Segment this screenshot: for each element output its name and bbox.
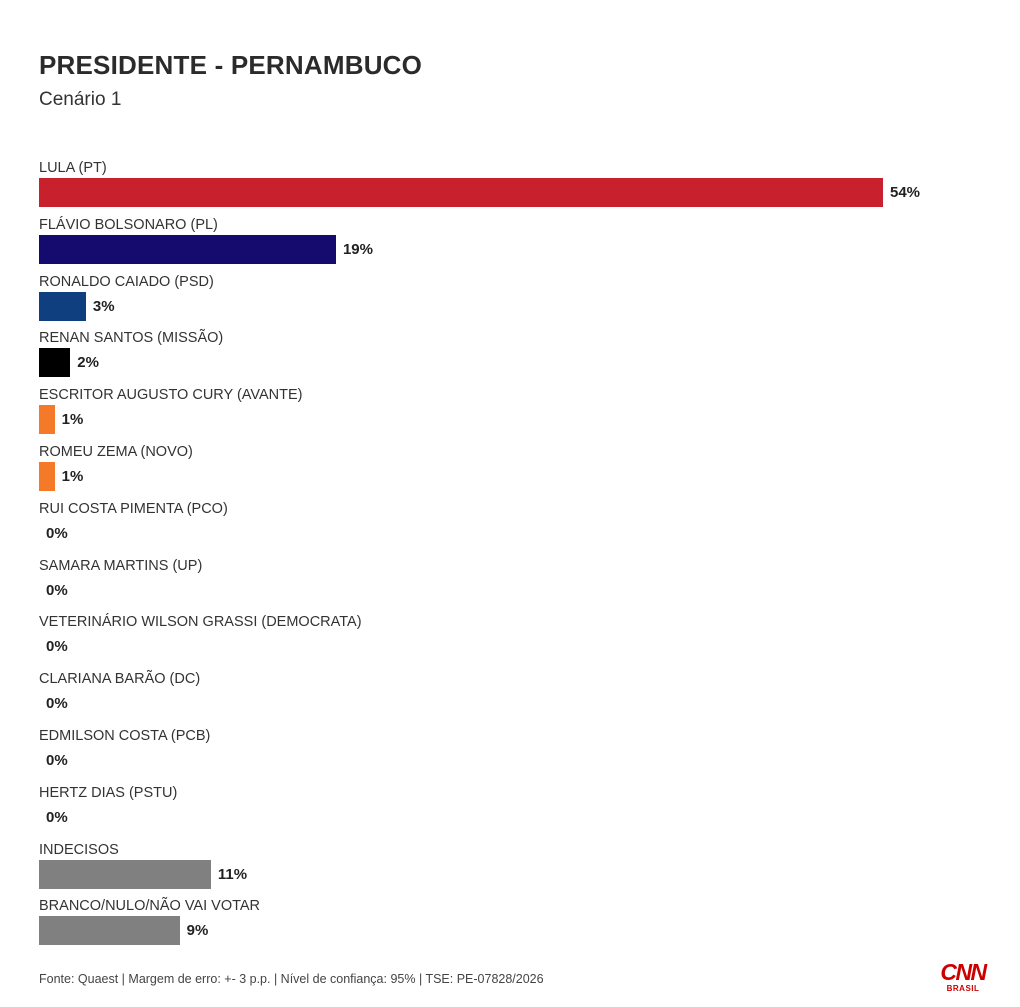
value-label: 0% (46, 808, 68, 826)
value-label: 3% (92, 297, 115, 315)
value-label: 9% (186, 922, 209, 940)
value-label: 0% (46, 581, 68, 599)
logo-main-text: CNN (940, 959, 987, 985)
value-label: 0% (46, 638, 68, 656)
category-label: FLÁVIO BOLSONARO (PL) (39, 216, 218, 233)
bar (39, 859, 211, 889)
category-label: ROMEU ZEMA (NOVO) (39, 444, 193, 460)
bar (39, 916, 180, 946)
value-label: 0% (46, 524, 68, 542)
bar (39, 462, 55, 491)
bar (39, 348, 71, 378)
bar (39, 178, 883, 207)
value-label: 2% (77, 354, 99, 372)
category-label: HERTZ DIAS (PSTU) (39, 784, 178, 801)
category-label: ESCRITOR AUGUSTO CURY (AVANTE) (39, 387, 303, 404)
category-label: RENAN SANTOS (MISSÃO) (39, 330, 224, 347)
category-label: VETERINÁRIO WILSON GRASSI (DEMOCRATA) (39, 614, 362, 631)
value-label: 1% (61, 468, 84, 485)
value-label: 19% (342, 240, 373, 258)
logo-sub-text: BRASIL (946, 984, 980, 993)
value-label: 0% (46, 752, 68, 769)
bar (39, 405, 55, 435)
value-label: 54% (890, 184, 921, 201)
category-label: RUI COSTA PIMENTA (PCO) (39, 500, 228, 517)
value-label: 1% (61, 411, 84, 429)
category-label: SAMARA MARTINS (UP) (39, 557, 203, 574)
category-label: EDMILSON COSTA (PCB) (39, 728, 211, 744)
cnn-brasil-logo: CNN BRASIL (938, 960, 988, 996)
category-label: RONALDO CAIADO (PSD) (39, 273, 214, 290)
category-label: LULA (PT) (39, 160, 107, 176)
chart-title: PRESIDENTE - PERNAMBUCO (39, 50, 423, 80)
bar (39, 291, 86, 321)
bar (39, 234, 336, 264)
category-label: BRANCO/NULO/NÃO VAI VOTAR (39, 898, 261, 915)
value-label: 11% (217, 865, 248, 883)
value-label: 0% (46, 695, 68, 713)
category-label: CLARIANA BARÃO (DC) (39, 671, 201, 688)
source-footer: Fonte: Quaest | Margem de erro: +- 3 p.p… (39, 972, 544, 986)
chart-subtitle: Cenário 1 (39, 89, 122, 110)
category-label: INDECISOS (39, 841, 119, 858)
